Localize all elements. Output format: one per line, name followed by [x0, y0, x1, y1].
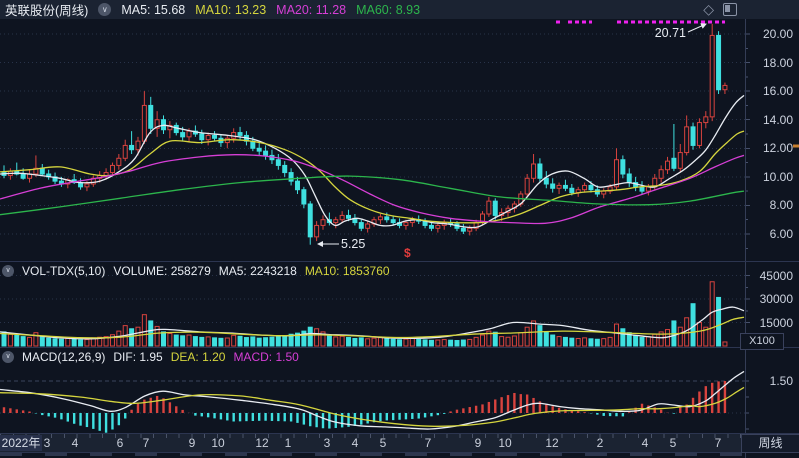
month-label: 2: [596, 436, 604, 450]
macd-plot[interactable]: [0, 348, 745, 433]
month-label: 3: [43, 436, 51, 450]
ma10-readout: MA10: 13.23: [195, 2, 267, 17]
month-label: 5: [669, 436, 677, 450]
year-label: 2022年: [0, 435, 42, 451]
month-label: 1: [284, 436, 292, 450]
price-tick-label: 6.00: [769, 227, 793, 241]
month-label: 10: [211, 436, 225, 450]
layout-icon[interactable]: [723, 2, 737, 16]
price-chart-plot[interactable]: 20.71 5.25 $: [0, 0, 745, 262]
month-label: 7: [424, 436, 432, 450]
ma20-readout: MA20: 11.28: [276, 2, 347, 17]
macd-dea-readout: DEA: 1.20: [170, 350, 226, 364]
month-label: 3: [323, 436, 331, 450]
svg-text:20.71: 20.71: [655, 26, 686, 40]
price-tick-label: 14.00: [762, 112, 793, 127]
month-label: 6: [116, 436, 124, 450]
volume-header: ∨ VOL-TDX(5,10) VOLUME: 258279 MA5: 2243…: [2, 264, 390, 278]
period-selector[interactable]: 周线: [741, 434, 799, 453]
month-label: 4: [641, 436, 649, 450]
price-tick-label: 12.00: [762, 141, 793, 156]
month-label: 12: [255, 436, 269, 450]
volume-ma5-readout: MA5: 2243218: [218, 264, 297, 278]
volume-unit-label: X100: [740, 333, 784, 350]
panel-divider[interactable]: [0, 261, 799, 262]
macd-value-readout: MACD: 1.50: [233, 350, 299, 364]
month-label: 7: [142, 436, 150, 450]
volume-indicator-label[interactable]: VOL-TDX(5,10): [22, 264, 106, 278]
price-tick-label: 16.00: [762, 84, 793, 99]
volume-readout: VOLUME: 258279: [113, 264, 211, 278]
ma60-readout: MA60: 8.93: [356, 2, 421, 17]
month-label: 4: [71, 436, 79, 450]
svg-text:$: $: [404, 246, 411, 260]
month-label: 9: [474, 436, 482, 450]
month-label: 5: [379, 436, 387, 450]
price-tick-label: 18.00: [762, 55, 793, 70]
chevron-down-icon[interactable]: ∨: [2, 351, 14, 363]
diamond-icon[interactable]: ◇: [703, 1, 714, 17]
volume-ma10-readout: MA10: 1853760: [304, 264, 390, 278]
price-tick-label: 10.00: [762, 169, 793, 184]
month-label: 12: [545, 436, 559, 450]
month-label: 7: [714, 436, 722, 450]
price-tick-label: 8.00: [769, 198, 793, 213]
chevron-down-icon[interactable]: ∨: [98, 3, 112, 16]
ma5-readout: MA5: 15.68: [121, 2, 186, 17]
price-tick-label: 20.00: [762, 27, 793, 41]
month-label: 4: [351, 436, 359, 450]
month-label: 10: [498, 436, 512, 450]
volume-tick-label: 30000: [759, 292, 793, 306]
volume-tick-label: 45000: [759, 268, 793, 283]
panel-divider: [0, 452, 799, 453]
time-axis-bar[interactable]: 2022年 3 4 6 7 9 10 12 1 3 4 5 7 9 10 12 2 4 5 7: [0, 434, 799, 452]
macd-header: ∨ MACD(12,26,9) DIF: 1.95 DEA: 1.20 MACD…: [2, 350, 299, 364]
scroll-strip[interactable]: [0, 453, 745, 456]
macd-dif-readout: DIF: 1.95: [113, 350, 163, 364]
macd-indicator-label[interactable]: MACD(12,26,9): [22, 350, 106, 364]
month-label: 9: [188, 436, 196, 450]
volume-tick-label: 15000: [759, 315, 793, 330]
svg-text:5.25: 5.25: [341, 237, 365, 251]
stock-title[interactable]: 英联股份(周线): [5, 4, 89, 18]
main-chart-header: 英联股份(周线) ∨ MA5: 15.68 MA10: 13.23 MA20: …: [0, 0, 799, 19]
panel-divider: [0, 433, 799, 434]
time-axis-ticks: [0, 434, 745, 438]
chevron-down-icon[interactable]: ∨: [2, 265, 14, 277]
macd-tick-label: 1.50: [769, 374, 793, 388]
panel-divider[interactable]: [0, 347, 799, 348]
volume-plot[interactable]: [0, 262, 745, 347]
axis-divider: [745, 0, 746, 458]
